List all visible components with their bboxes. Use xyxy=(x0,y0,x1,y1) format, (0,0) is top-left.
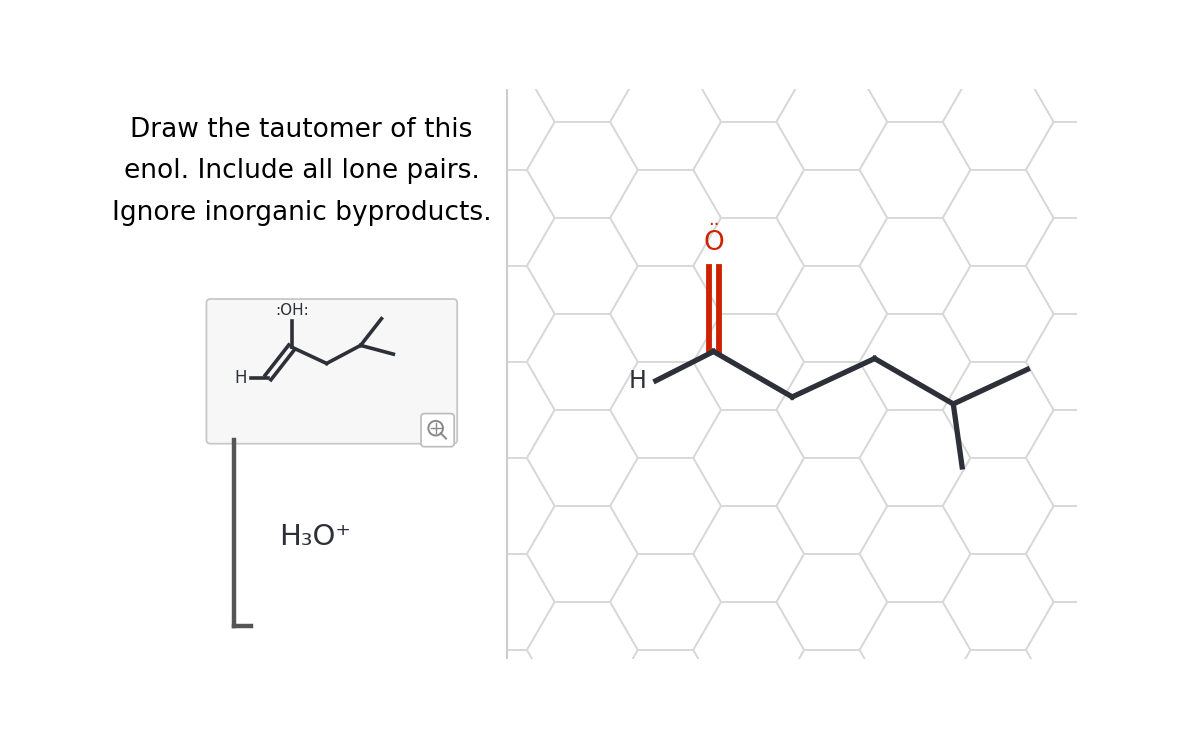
FancyBboxPatch shape xyxy=(421,413,454,447)
Text: H: H xyxy=(629,369,647,393)
Text: O: O xyxy=(703,230,724,256)
FancyBboxPatch shape xyxy=(206,299,457,444)
Text: Ignore inorganic byproducts.: Ignore inorganic byproducts. xyxy=(112,200,492,226)
Bar xyxy=(154,89,506,659)
Text: H₃O⁺: H₃O⁺ xyxy=(278,523,350,551)
Bar xyxy=(506,89,1078,659)
Text: :OH:: :OH: xyxy=(275,303,308,318)
Text: enol. Include all lone pairs.: enol. Include all lone pairs. xyxy=(124,159,480,185)
Text: H: H xyxy=(235,368,247,387)
Text: Draw the tautomer of this: Draw the tautomer of this xyxy=(131,116,473,142)
Text: ··: ·· xyxy=(708,216,719,234)
